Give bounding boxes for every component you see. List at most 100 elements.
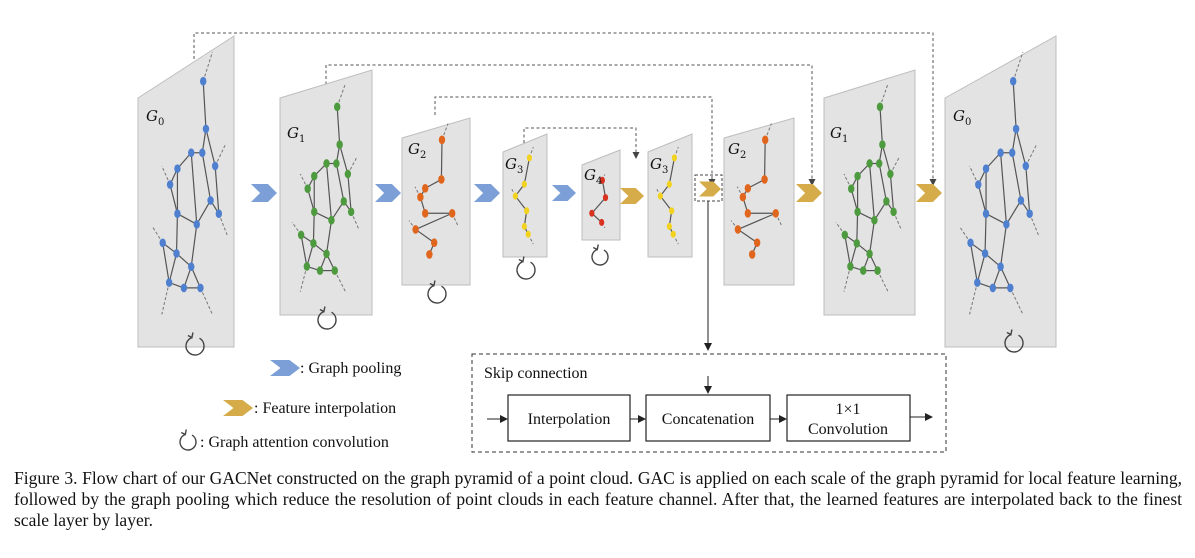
graph-node [297,230,305,240]
graph-node [199,148,206,158]
graph-nodes [412,135,456,259]
pool-arrow-1 [375,184,401,202]
graph-node [762,135,769,145]
graph-node [215,209,223,219]
graph-node [422,183,429,193]
graph-node [981,249,989,258]
graph-node [316,266,324,275]
graph-node [744,183,752,193]
label-g4-enc: G4 [584,166,602,187]
graph-node [521,180,527,188]
graph-node [304,184,311,194]
pool-arrow-0 [251,184,277,202]
graph-node [848,184,855,194]
legend-gac-label: : Graph attention convolution [200,434,389,451]
legend-interp-chevron [223,400,253,416]
graph-node [975,180,982,189]
graph-node [512,192,518,200]
interp-arrow-1 [699,181,721,197]
label-g0-enc: G0 [146,107,164,128]
graph-node [734,225,742,234]
graph-panel-g3-dec [647,133,693,258]
graph-node [340,196,347,206]
graph-panel-g1-dec [823,69,916,316]
graph-node [657,192,663,200]
graph-node [1012,124,1020,134]
graph-nodes [589,176,609,226]
graph-node [874,266,881,275]
skip-connection-block: Skip connection Interpolation Concatenat… [471,353,947,453]
figure-caption: Figure 3. Flow chart of our GACNet const… [14,468,1182,530]
graph-node [666,180,672,188]
graph-node [202,124,210,134]
graph-node [422,208,429,218]
graph-node [997,148,1004,158]
skip-link-g2 [434,96,716,186]
graph-node [671,154,678,162]
graph-node [310,238,317,248]
graph-panel-g0-enc [137,35,235,348]
pool-arrow-2 [474,184,500,202]
legend-interpolation-label: : Feature interpolation [254,400,396,417]
graph-node [323,249,330,259]
graph-node [739,192,747,202]
graph-node [173,249,180,258]
concatenation-box [645,394,771,442]
convolution-box-label-1: 1×1 [835,401,860,418]
panel-plane [279,69,373,316]
graph-node [328,215,335,225]
legend-pooling-icon [270,360,300,376]
graph-node [438,135,446,145]
graph-node [670,230,676,238]
graph-node [666,222,672,230]
graph-node [311,171,318,181]
graph-node [1022,161,1030,171]
gac-icon-g3-enc [516,256,536,280]
graph-node [174,164,181,173]
graph-node [854,207,861,217]
graph-node [449,208,456,218]
graph-stubs [959,51,1039,315]
graph-node [159,238,166,248]
panel-plane [137,35,235,348]
graph-node [521,222,527,230]
graph-node [180,283,188,293]
graph-node [197,283,204,293]
graph-node [1003,219,1010,229]
graph-node [1010,76,1017,86]
graph-node [438,175,445,184]
graph-node [1026,209,1033,219]
graph-node [748,250,756,259]
graph-node [311,207,318,217]
graph-nodes [297,102,355,275]
graph-panel-g2-enc [401,117,471,286]
graph-panel-g0-dec [944,35,1057,348]
graph-node [876,159,883,168]
graph-nodes [512,154,533,238]
legend-interpolation-icon [223,400,253,416]
convolution-box [786,394,911,442]
interp-arrow-3 [916,184,942,202]
graph-node [431,238,438,247]
graph-nodes [657,154,678,238]
graph-node [772,208,779,218]
graph-node [989,283,997,293]
legend-pooling-label: : Graph pooling [300,360,401,377]
skip-connection-frame [471,353,947,453]
graph-node [589,209,595,217]
label-g0-dec: G0 [953,107,971,128]
graph-node [417,192,424,202]
panel-plane [581,149,621,241]
concatenation-box-label: Concatenation [662,411,754,428]
panel-plane [944,35,1057,348]
graph-node [412,225,419,234]
graph-node [860,266,867,275]
graph-stubs [152,51,228,315]
graph-node [853,238,860,248]
gac-icon-g4-enc [591,244,609,266]
graph-node [876,102,884,112]
graph-node [887,169,894,179]
graph-node [866,159,873,168]
skip-links [193,32,937,186]
graph-panel-g3-enc [502,133,548,258]
